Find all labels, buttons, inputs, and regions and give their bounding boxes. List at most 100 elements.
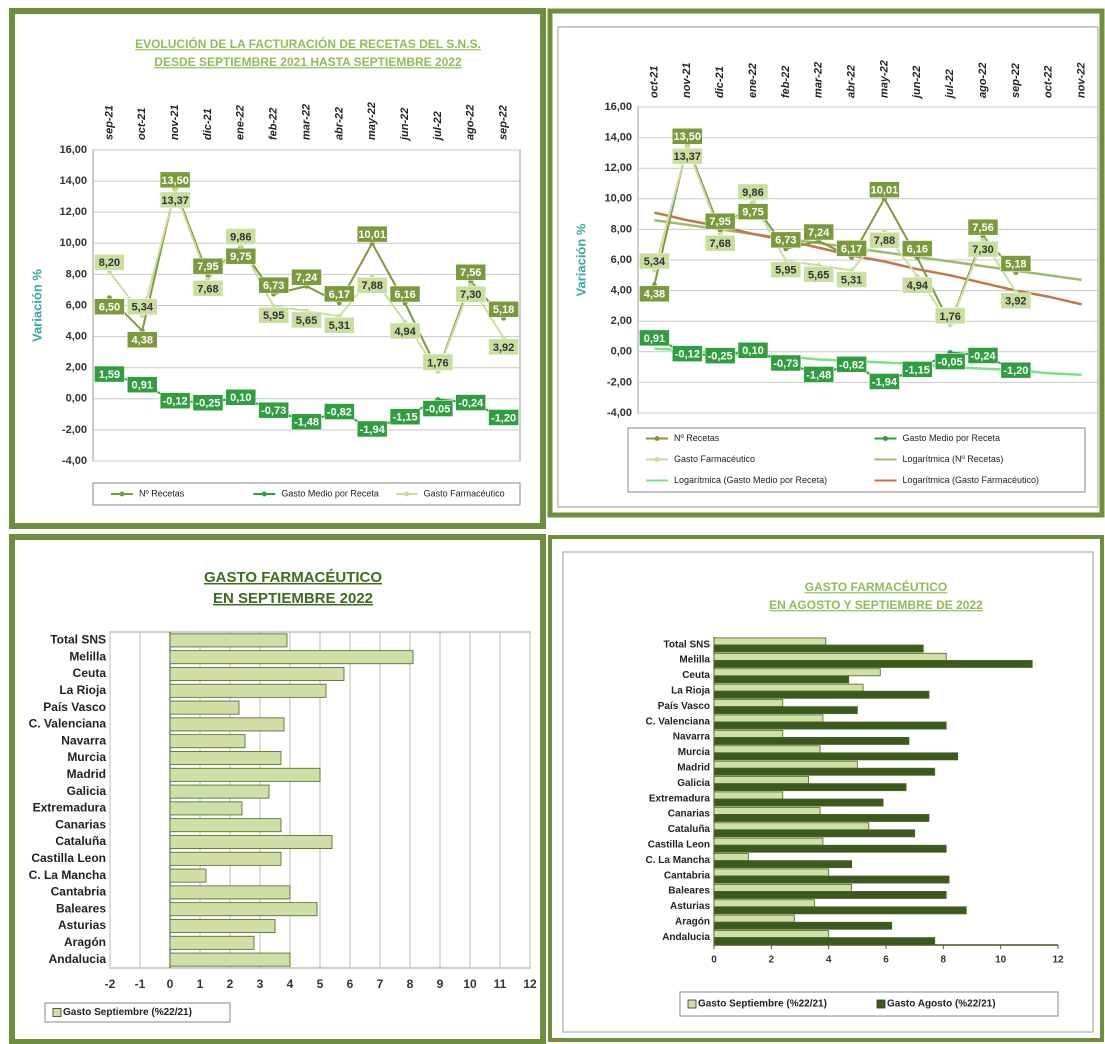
bar bbox=[713, 906, 967, 915]
bar bbox=[713, 767, 936, 776]
bar bbox=[169, 633, 288, 648]
legend-box bbox=[44, 1002, 231, 1023]
label-box bbox=[1000, 292, 1032, 310]
y-tick-label: Madrid bbox=[67, 767, 106, 781]
x-tick-label: ene-22 bbox=[747, 63, 759, 98]
y-tick-label: Asturias bbox=[670, 901, 710, 912]
y-tick-label: Galicia bbox=[67, 784, 107, 798]
label-box bbox=[258, 401, 289, 419]
x-tick-label: 5 bbox=[317, 977, 324, 991]
y-tick-label: Cataluña bbox=[668, 824, 711, 835]
legend-label: Logarítmica (Nº Recetas) bbox=[903, 454, 1004, 464]
data-label: -0,82 bbox=[839, 359, 864, 371]
y-tick-label: 16,00 bbox=[604, 101, 632, 113]
data-label: -0,24 bbox=[458, 397, 484, 409]
data-label: -0,25 bbox=[195, 398, 220, 410]
x-tick-label: 6 bbox=[883, 955, 889, 966]
y-tick-label: Canarias bbox=[668, 809, 711, 820]
data-label: -0,25 bbox=[708, 351, 733, 363]
y-tick-label: -2,00 bbox=[607, 376, 632, 388]
bar bbox=[713, 829, 916, 838]
data-label: 7,68 bbox=[709, 238, 730, 250]
bar bbox=[169, 650, 414, 665]
y-tick-label: C. La Mancha bbox=[646, 855, 711, 866]
bar bbox=[713, 668, 881, 677]
y-tick-label: Baleares bbox=[668, 886, 710, 897]
legend-label: Gasto Medio por Receta bbox=[903, 433, 1001, 443]
bar bbox=[713, 914, 795, 923]
bar bbox=[713, 776, 809, 785]
label-box bbox=[159, 171, 191, 189]
label-box bbox=[291, 413, 322, 431]
legend-box bbox=[627, 427, 1086, 493]
legend-box bbox=[679, 991, 1059, 1017]
data-label: 7,95 bbox=[709, 216, 730, 228]
data-label: -1,94 bbox=[872, 376, 898, 388]
y-tick-label: Total SNS bbox=[50, 633, 106, 647]
x-tick-label: oct-22 bbox=[1043, 66, 1055, 98]
data-label: 3,92 bbox=[493, 342, 514, 354]
data-label: 4,94 bbox=[907, 280, 929, 292]
bar bbox=[169, 700, 240, 715]
x-tick-label: 4 bbox=[287, 977, 294, 991]
y-tick-label: Andalucia bbox=[49, 952, 107, 966]
bar bbox=[713, 660, 1033, 668]
y-tick-label: -4,00 bbox=[607, 407, 632, 419]
x-tick-label: 10 bbox=[463, 977, 477, 991]
data-label: 5,34 bbox=[644, 256, 666, 268]
label-box bbox=[159, 191, 191, 209]
label-box bbox=[737, 342, 769, 359]
chart-subtitle: EN AGOSTO Y SEPTIEMBRE DE 2022 bbox=[769, 598, 983, 612]
data-label: 1,76 bbox=[939, 311, 960, 323]
data-label: -1,48 bbox=[806, 369, 831, 381]
y-tick-label: Baleares bbox=[56, 901, 106, 915]
label-box bbox=[967, 347, 999, 364]
data-label: 5,18 bbox=[493, 304, 514, 316]
y-tick-label: Ceuta bbox=[73, 666, 107, 680]
legend-marker bbox=[261, 491, 267, 497]
label-box bbox=[455, 286, 486, 303]
data-label: 13,50 bbox=[674, 131, 702, 143]
label-box bbox=[258, 276, 289, 294]
legend-swatch bbox=[52, 1008, 62, 1017]
bar bbox=[713, 868, 830, 877]
chart-title: GASTO FARMACÉUTICO bbox=[805, 579, 947, 594]
y-tick-label: 8,00 bbox=[611, 223, 632, 235]
bar bbox=[713, 690, 930, 699]
y-tick-label: 14,00 bbox=[59, 175, 87, 187]
label-box bbox=[869, 231, 900, 249]
y-tick-label: Andalucia bbox=[662, 932, 710, 943]
x-tick-label: oct-21 bbox=[648, 66, 660, 98]
label-box bbox=[324, 316, 355, 334]
x-tick-label: 3 bbox=[257, 977, 264, 991]
chart-subtitle: DESDE SEPTIEMBRE 2021 HASTA SEPTIEMBRE 2… bbox=[154, 55, 462, 69]
y-tick-label: País Vasco bbox=[658, 701, 710, 712]
y-tick-label: Melilla bbox=[679, 655, 710, 666]
y-tick-label: Melilla bbox=[69, 649, 106, 663]
label-box bbox=[967, 240, 999, 258]
y-tick-label: 14,00 bbox=[604, 132, 632, 144]
label-box bbox=[324, 403, 355, 420]
y-tick-label: Navarra bbox=[673, 732, 711, 743]
x-tick-label: mar-22 bbox=[300, 104, 312, 140]
y-tick-label: -4,00 bbox=[62, 455, 87, 467]
label-box bbox=[356, 277, 388, 294]
x-tick-label: 0 bbox=[167, 977, 174, 991]
data-label: 5,95 bbox=[263, 310, 284, 322]
legend-label: Gasto Farmacéutico bbox=[424, 488, 505, 498]
x-tick-label: nov-21 bbox=[681, 63, 693, 98]
y-tick-label: Total SNS bbox=[664, 639, 711, 650]
data-label: 4,38 bbox=[132, 335, 153, 347]
y-tick-label: 12,00 bbox=[59, 206, 87, 218]
x-tick-label: jul-22 bbox=[944, 69, 956, 100]
bar bbox=[169, 667, 345, 681]
x-tick-label: oct-21 bbox=[136, 108, 148, 140]
label-box bbox=[225, 247, 257, 265]
y-axis-label: Variación % bbox=[29, 269, 44, 342]
legend-box bbox=[92, 482, 521, 506]
bar bbox=[713, 745, 821, 754]
bar bbox=[169, 767, 321, 782]
data-label: 9,86 bbox=[742, 187, 763, 199]
data-label: 5,18 bbox=[1005, 258, 1026, 270]
y-tick-label: C. La Mancha bbox=[29, 868, 107, 882]
